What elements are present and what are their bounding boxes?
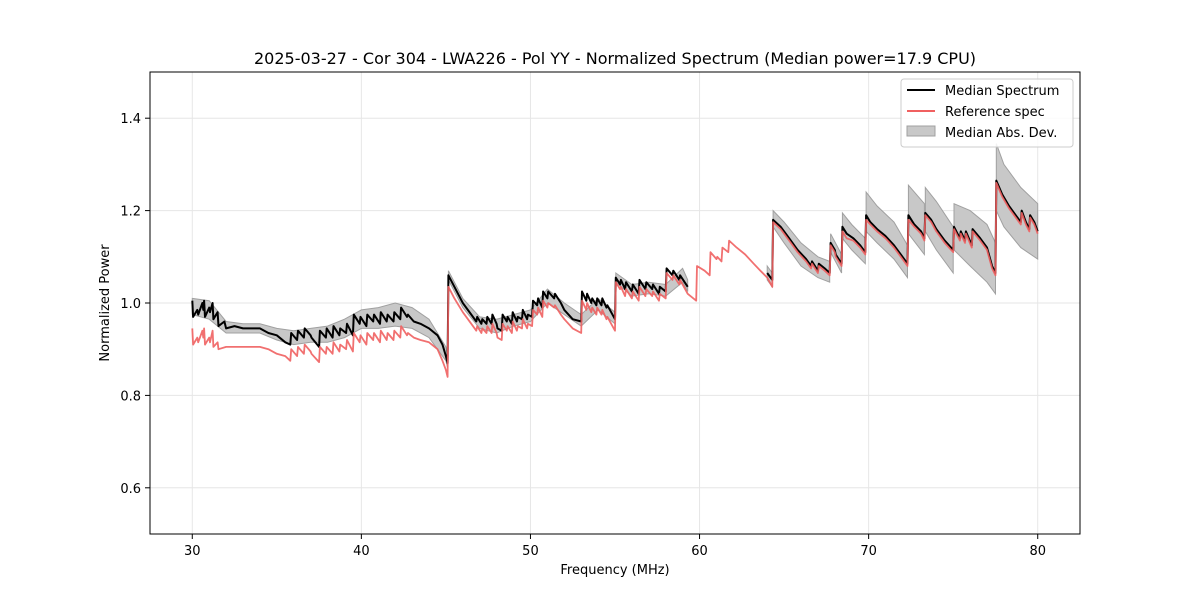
mad-band bbox=[772, 209, 831, 283]
mad-band bbox=[865, 190, 908, 280]
y-axis-label: Normalized Power bbox=[98, 244, 113, 362]
median-spectrum-line bbox=[766, 179, 1039, 281]
mad-band bbox=[995, 143, 1039, 261]
series-lines bbox=[191, 179, 1039, 378]
y-tick-label: 1.0 bbox=[120, 297, 141, 312]
reference-spectrum-line bbox=[191, 181, 1039, 378]
legend-reference-label: Reference spec bbox=[945, 105, 1045, 120]
legend-mad-swatch bbox=[906, 125, 936, 137]
y-tick-label: 0.6 bbox=[120, 482, 141, 497]
legend-median-label: Median Spectrum bbox=[945, 84, 1059, 99]
x-tick-label: 50 bbox=[522, 544, 539, 559]
x-axis: 30 40 50 60 70 80 bbox=[184, 534, 1046, 559]
x-tick-label: 70 bbox=[860, 544, 877, 559]
y-tick-label: 0.8 bbox=[120, 389, 141, 404]
legend-mad-label: Median Abs. Dev. bbox=[945, 126, 1057, 141]
legend: Median Spectrum Reference spec Median Ab… bbox=[900, 78, 1074, 148]
x-tick-label: 30 bbox=[184, 544, 201, 559]
x-tick-label: 60 bbox=[691, 544, 708, 559]
legend-box bbox=[900, 78, 1074, 148]
x-tick-label: 80 bbox=[1029, 544, 1046, 559]
median-spectrum-line bbox=[191, 267, 689, 365]
y-tick-label: 1.2 bbox=[120, 205, 141, 220]
x-axis-label: Frequency (MHz) bbox=[560, 563, 669, 578]
x-tick-label: 40 bbox=[353, 544, 370, 559]
mad-band bbox=[953, 202, 996, 296]
chart-title: 2025-03-27 - Cor 304 - LWA226 - Pol YY -… bbox=[254, 49, 976, 68]
y-axis: 0.6 0.8 1.0 1.2 1.4 bbox=[120, 112, 150, 497]
y-tick-label: 1.4 bbox=[120, 112, 141, 127]
